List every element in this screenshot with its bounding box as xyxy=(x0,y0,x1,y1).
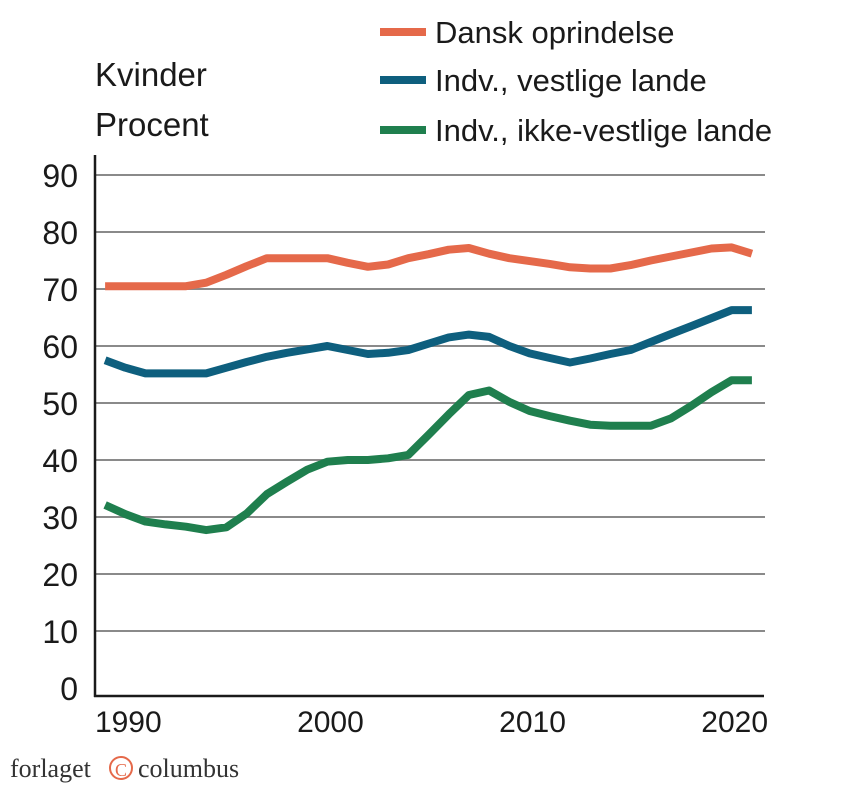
legend-item: Dansk oprindelse xyxy=(380,15,675,50)
legend-label: Indv., vestlige lande xyxy=(435,63,707,98)
series-line-1 xyxy=(103,306,752,378)
y-tick-label: 30 xyxy=(42,500,78,536)
y-tick-label: 70 xyxy=(42,272,78,308)
series-line-0 xyxy=(105,243,754,291)
y-tick-label: 50 xyxy=(42,386,78,422)
chart-title: Kvinder xyxy=(95,56,207,93)
publisher-logo: forlaget C columbus xyxy=(10,754,239,783)
y-tick-label: 40 xyxy=(42,443,78,479)
gridlines xyxy=(95,174,765,632)
y-tick-label: 0 xyxy=(60,671,78,707)
x-tick-label: 2000 xyxy=(297,706,364,739)
copyright-icon xyxy=(109,756,133,780)
legend-label: Indv., ikke-vestlige lande xyxy=(435,113,772,148)
y-tick-label: 90 xyxy=(42,158,78,194)
y-axis-label: Procent xyxy=(95,106,209,143)
legend-item: Indv., ikke-vestlige lande xyxy=(380,113,772,148)
series-lines xyxy=(103,243,754,535)
x-tick-label: 1990 xyxy=(95,706,162,739)
y-tick-label: 20 xyxy=(42,557,78,593)
x-tick-label: 2020 xyxy=(701,706,768,739)
y-tick-label: 80 xyxy=(42,215,78,251)
legend: Dansk oprindelse Indv., vestlige lande Ind… xyxy=(380,15,772,148)
legend-label: Dansk oprindelse xyxy=(435,15,675,50)
y-tick-label: 10 xyxy=(42,614,78,650)
logo-text-right: columbus xyxy=(138,754,239,783)
svg-text:C: C xyxy=(115,760,127,780)
y-tick-label: 60 xyxy=(42,329,78,365)
x-tick-label: 2010 xyxy=(499,706,566,739)
logo-text-left: forlaget xyxy=(10,754,92,783)
x-tick-labels: 1990 2000 2010 2020 xyxy=(95,706,768,739)
legend-item: Indv., vestlige lande xyxy=(380,63,707,98)
y-tick-labels: 0 10 20 30 40 50 60 70 80 90 xyxy=(42,158,78,707)
series-line-2 xyxy=(103,376,752,535)
